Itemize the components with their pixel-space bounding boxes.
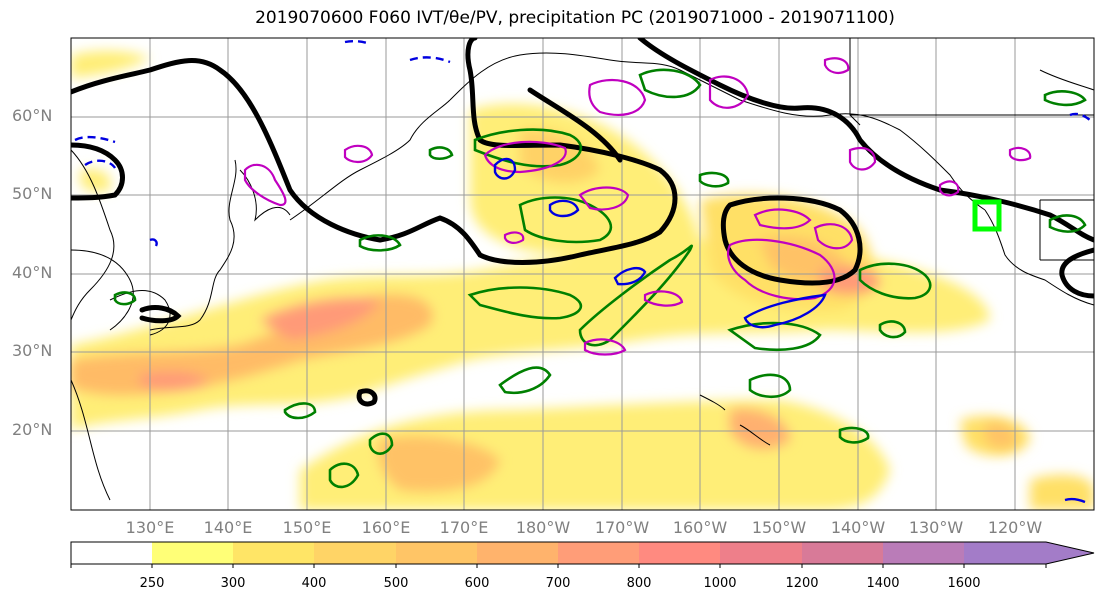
lon-label-140w: 140°W xyxy=(830,518,886,537)
precip-shading xyxy=(71,50,1094,510)
colorbar-segment-1 xyxy=(152,542,233,564)
lon-label-180w: 180°W xyxy=(515,518,571,537)
gridlines xyxy=(71,38,1094,510)
lat-label-50n: 50°N xyxy=(12,184,53,203)
map-frame xyxy=(70,37,1095,511)
colorbar-label-300: 300 xyxy=(220,576,246,591)
colorbar-label-800: 800 xyxy=(626,576,652,591)
lon-label-160w: 160°W xyxy=(672,518,728,537)
colorbar-segment-8 xyxy=(720,542,802,564)
lon-label-150w: 150°W xyxy=(751,518,807,537)
lat-label-20n: 20°N xyxy=(12,420,53,439)
colorbar-segment-10 xyxy=(883,542,964,564)
colorbar xyxy=(70,541,1095,568)
colorbar-label-400: 400 xyxy=(301,576,327,591)
colorbar-label-700: 700 xyxy=(545,576,571,591)
colorbar-label-1600: 1600 xyxy=(947,576,981,591)
colorbar-label-1000: 1000 xyxy=(703,576,737,591)
map-title: 2019070600 F060 IVT/θe/PV, precipitation… xyxy=(255,8,895,28)
colorbar-segment-3 xyxy=(314,542,396,564)
lon-label-130w: 130°W xyxy=(908,518,964,537)
thick-contours xyxy=(71,38,1094,407)
lat-label-30n: 30°N xyxy=(12,341,53,360)
colorbar-segment-4 xyxy=(396,542,477,564)
lon-label-130e: 130°E xyxy=(125,518,175,537)
colorbar-segment-2 xyxy=(233,542,314,564)
colorbar-segment-7 xyxy=(639,542,720,564)
colorbar-segment-9 xyxy=(802,542,883,564)
lon-label-140e: 140°E xyxy=(203,518,253,537)
lon-label-160e: 160°E xyxy=(361,518,411,537)
colorbar-label-250: 250 xyxy=(139,576,165,591)
colorbar-label-1200: 1200 xyxy=(785,576,819,591)
lon-label-120w: 120°W xyxy=(987,518,1043,537)
blue-contours xyxy=(74,39,1091,504)
lon-label-170e: 170°E xyxy=(439,518,489,537)
coastlines xyxy=(71,38,1094,501)
green-contours xyxy=(113,68,1087,489)
colorbar-extend-arrow xyxy=(964,542,1094,564)
colorbar-segment-5 xyxy=(477,542,558,564)
colorbar-label-1400: 1400 xyxy=(866,576,900,591)
lat-label-40n: 40°N xyxy=(12,263,53,282)
colorbar-label-600: 600 xyxy=(464,576,490,591)
lon-label-170w: 170°W xyxy=(594,518,650,537)
lon-label-150e: 150°E xyxy=(282,518,332,537)
magenta-contours xyxy=(243,57,1032,356)
colorbar-segment-0 xyxy=(71,542,152,564)
colorbar-label-500: 500 xyxy=(383,576,409,591)
lat-label-60n: 60°N xyxy=(12,106,53,125)
colorbar-segment-6 xyxy=(558,542,639,564)
highlight-box xyxy=(972,199,1002,232)
